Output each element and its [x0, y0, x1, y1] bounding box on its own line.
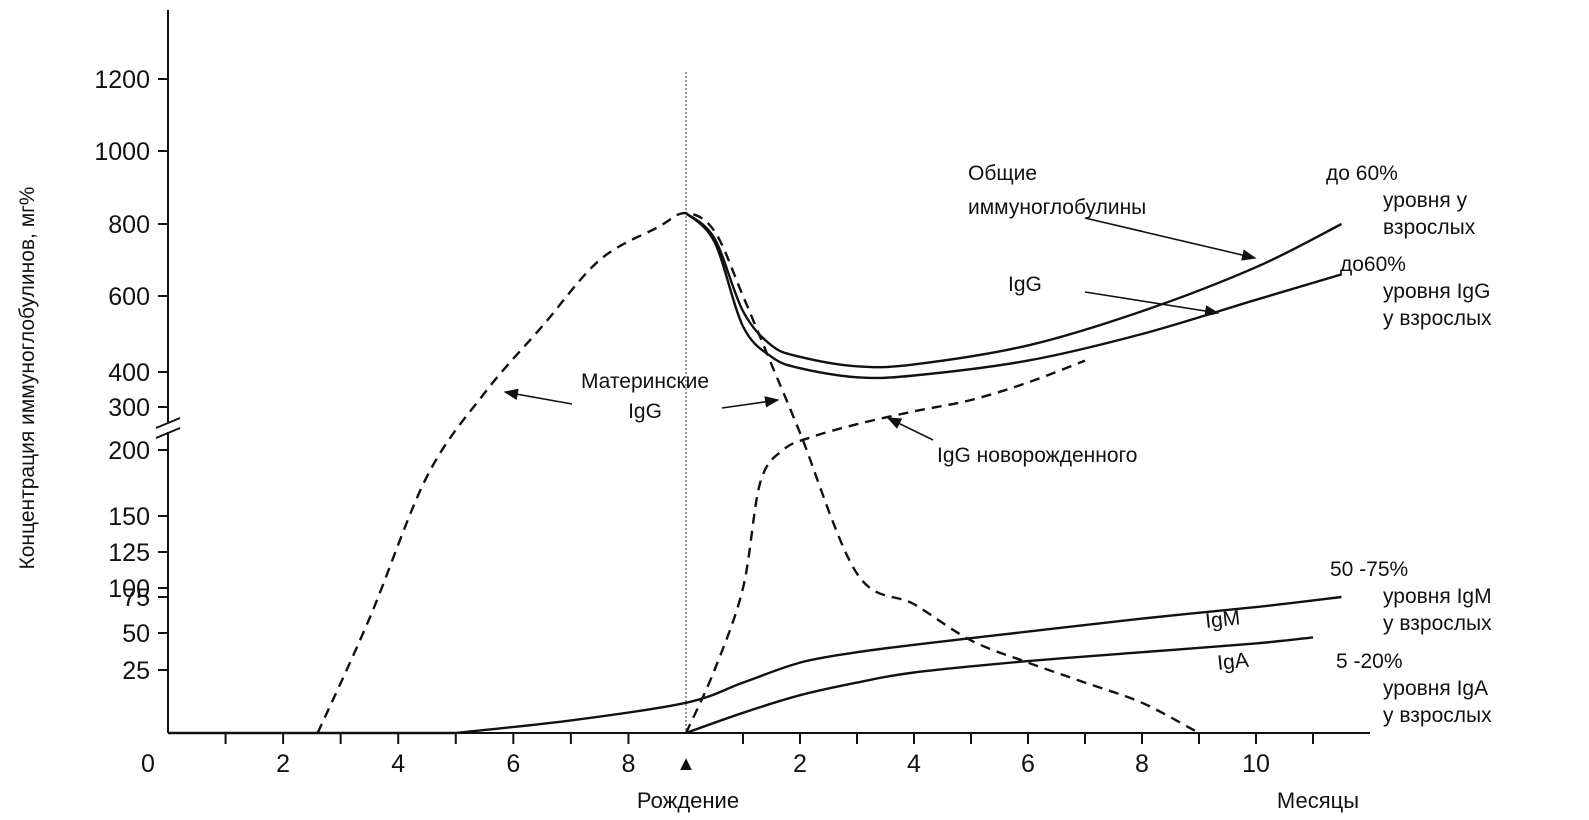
total-note-line2: уровня у — [1383, 189, 1468, 212]
y-axis-label: Концентрация иммуноглобулинов, мг% — [16, 187, 39, 570]
y-tick-label: 800 — [108, 211, 150, 239]
series-line-2 — [316, 211, 1200, 735]
x-tick-label: 8 — [621, 750, 635, 778]
birth-marker: ▲ — [676, 753, 696, 775]
series-line-4 — [455, 595, 1342, 735]
series-line-3 — [684, 359, 1086, 734]
igg-note-line3: у взрослых — [1383, 307, 1492, 330]
igm-note-line3: у взрослых — [1383, 612, 1492, 635]
iga-note-line3: у взрослых — [1383, 704, 1492, 727]
maternal-label-line2: IgG — [628, 400, 662, 423]
y-tick-label: 1000 — [94, 138, 150, 166]
y-tick-label: 150 — [108, 503, 150, 531]
series-line-5 — [685, 636, 1314, 735]
newborn-arrow — [886, 417, 934, 441]
y-tick-label: 1200 — [94, 66, 150, 94]
y-tick-label: 300 — [108, 394, 150, 422]
total-note-line1: до 60% — [1326, 162, 1398, 185]
x-ticks: 2 4 6 8 2 4 6 8 10 — [224, 733, 1314, 778]
igg-arrow — [1084, 291, 1220, 317]
igm-note-line1: 50 -75% — [1330, 558, 1408, 581]
y-tick-label: 400 — [108, 359, 150, 387]
igg-note-line1: до60% — [1340, 253, 1406, 276]
maternal-label-line1: Материнские — [581, 370, 709, 393]
y-tick-label: 100 — [108, 575, 150, 603]
total-arrow — [1084, 217, 1257, 261]
x-tick-label: 2 — [793, 750, 807, 778]
y-tick-label: 200 — [108, 437, 150, 465]
y-tick-label: 50 — [122, 620, 150, 648]
iga-note-line1: 5 -20% — [1336, 650, 1403, 673]
igg-note-line2: уровня IgG — [1383, 280, 1490, 303]
igm-note-line2: уровня IgM — [1383, 585, 1492, 608]
newborn-igg-label: IgG новорожденного — [937, 444, 1137, 467]
curves — [168, 211, 1343, 735]
x-tick-label: 6 — [506, 750, 520, 778]
x-tick-label: 10 — [1242, 750, 1270, 778]
maternal-arrow-right — [721, 396, 780, 409]
total-title-line2: иммуноглобулины — [968, 196, 1146, 219]
iga-note-line2: уровня IgA — [1383, 677, 1488, 700]
y-tick-label: 125 — [108, 539, 150, 567]
x-origin-label: 0 — [141, 750, 155, 778]
total-title-line1: Общие — [968, 162, 1037, 185]
igm-label: IgM — [1204, 606, 1241, 633]
months-label: Месяцы — [1277, 788, 1359, 813]
total-note-line3: взрослых — [1383, 216, 1476, 239]
x-tick-label: 6 — [1021, 750, 1035, 778]
igg-label: IgG — [1008, 273, 1042, 296]
x-tick-label: 2 — [276, 750, 290, 778]
x-tick-label: 4 — [391, 750, 405, 778]
birth-label: Рождение — [637, 788, 739, 813]
y-tick-label: 75 — [122, 584, 150, 612]
x-tick-label: 8 — [1135, 750, 1149, 778]
series-line-0 — [685, 212, 1343, 369]
y-axis-break — [155, 417, 181, 439]
x-tick-label: 4 — [907, 750, 921, 778]
y-tick-label: 600 — [108, 283, 150, 311]
y-tick-label: 25 — [122, 657, 150, 685]
iga-label: IgA — [1216, 649, 1250, 675]
series-line-1 — [685, 212, 1342, 380]
maternal-arrow-left — [503, 388, 573, 405]
